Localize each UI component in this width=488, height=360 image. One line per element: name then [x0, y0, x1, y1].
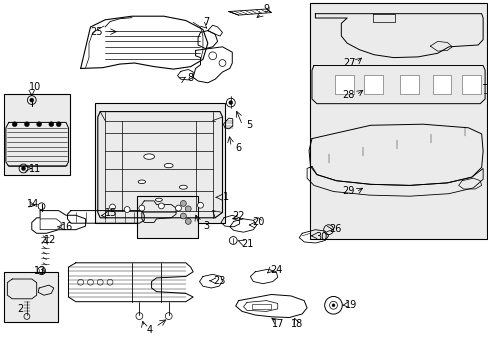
Text: 5: 5	[246, 120, 252, 130]
Text: 3: 3	[203, 221, 209, 231]
Circle shape	[49, 122, 54, 127]
Circle shape	[139, 205, 144, 211]
Text: 13: 13	[34, 266, 46, 276]
Bar	[364, 75, 382, 94]
Circle shape	[185, 206, 191, 212]
Circle shape	[180, 213, 186, 219]
Text: 30: 30	[315, 231, 327, 242]
Circle shape	[197, 202, 203, 208]
Text: 21: 21	[240, 239, 253, 249]
Circle shape	[329, 301, 337, 309]
Text: 11: 11	[29, 164, 41, 174]
Text: 22: 22	[232, 211, 244, 221]
Circle shape	[228, 101, 232, 104]
Text: 28: 28	[341, 90, 354, 100]
Text: 9: 9	[263, 4, 269, 14]
Text: 25: 25	[90, 27, 103, 37]
Text: 1: 1	[223, 192, 229, 202]
Text: 19: 19	[344, 300, 357, 310]
Ellipse shape	[155, 198, 162, 202]
Ellipse shape	[179, 185, 187, 189]
Circle shape	[56, 122, 61, 127]
Bar	[399, 75, 418, 94]
Circle shape	[158, 203, 164, 209]
Ellipse shape	[164, 163, 173, 168]
Text: 23: 23	[212, 276, 225, 286]
Bar	[432, 75, 450, 94]
Text: 26: 26	[328, 224, 341, 234]
Circle shape	[180, 201, 186, 206]
Bar	[461, 75, 480, 94]
Text: 27: 27	[343, 58, 355, 68]
Bar	[95, 103, 224, 223]
Bar	[309, 3, 486, 239]
Bar	[251, 304, 271, 309]
Circle shape	[37, 122, 41, 127]
Bar	[4, 272, 58, 322]
Text: 6: 6	[235, 143, 241, 153]
Bar	[334, 75, 353, 94]
Text: 4: 4	[146, 325, 152, 335]
Circle shape	[124, 207, 130, 212]
Text: 29: 29	[341, 186, 354, 196]
Circle shape	[185, 219, 191, 224]
Circle shape	[109, 204, 115, 210]
Circle shape	[24, 122, 29, 127]
Circle shape	[12, 122, 17, 127]
Bar	[137, 196, 198, 238]
Text: 7: 7	[203, 17, 209, 27]
Text: 16: 16	[61, 222, 74, 232]
Text: 8: 8	[187, 73, 193, 84]
Text: 24: 24	[269, 265, 282, 275]
Text: 15: 15	[105, 208, 118, 218]
Bar	[4, 94, 70, 175]
Text: 12: 12	[43, 235, 56, 245]
Text: 18: 18	[290, 319, 303, 329]
Ellipse shape	[143, 154, 154, 159]
Text: 2: 2	[18, 303, 23, 314]
Circle shape	[30, 98, 34, 102]
Text: 14: 14	[27, 199, 40, 209]
Circle shape	[175, 205, 181, 211]
Circle shape	[21, 167, 25, 170]
Text: 20: 20	[251, 217, 264, 227]
Ellipse shape	[138, 180, 145, 184]
Text: 17: 17	[271, 319, 284, 329]
Circle shape	[331, 304, 334, 307]
Text: 10: 10	[29, 82, 41, 92]
